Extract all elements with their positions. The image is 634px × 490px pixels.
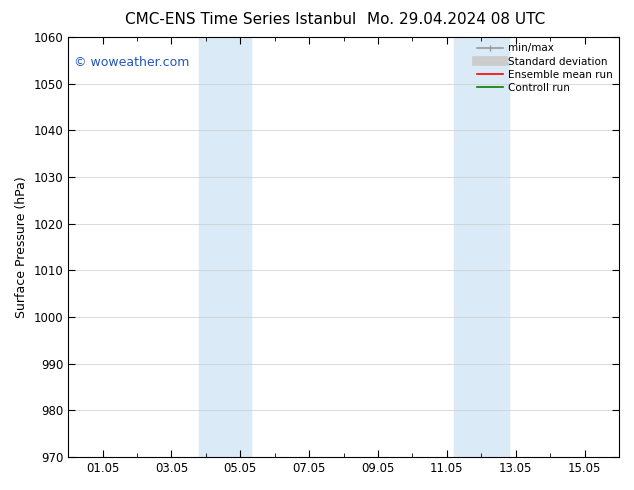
Text: © woweather.com: © woweather.com xyxy=(74,56,189,69)
Text: Mo. 29.04.2024 08 UTC: Mo. 29.04.2024 08 UTC xyxy=(367,12,546,27)
Y-axis label: Surface Pressure (hPa): Surface Pressure (hPa) xyxy=(15,176,28,318)
Bar xyxy=(199,37,250,457)
Bar xyxy=(454,37,509,457)
Text: CMC-ENS Time Series Istanbul: CMC-ENS Time Series Istanbul xyxy=(126,12,356,27)
Legend: min/max, Standard deviation, Ensemble mean run, Controll run: min/max, Standard deviation, Ensemble me… xyxy=(472,39,617,97)
